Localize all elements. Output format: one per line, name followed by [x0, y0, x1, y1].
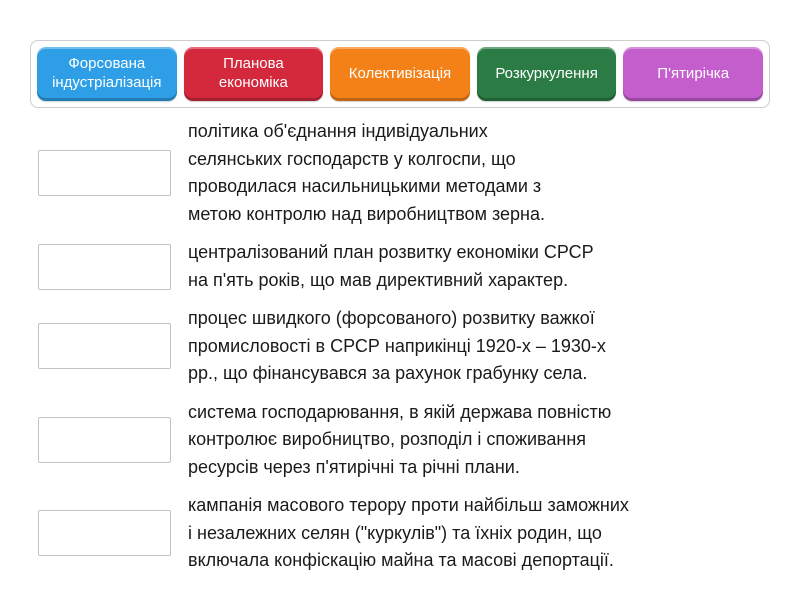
tile-planova-ekonomika[interactable]: Планова економіка	[183, 47, 324, 101]
match-row: система господарювання, в якій держава п…	[38, 399, 770, 482]
definition-text-4: система господарювання, в якій держава п…	[188, 401, 612, 477]
definition-text-3: процес швидкого (форсованого) розвитку в…	[188, 308, 606, 383]
drop-zone-5[interactable]	[38, 510, 171, 557]
match-row: процес швидкого (форсованого) розвитку в…	[38, 305, 770, 388]
definition-text-2: централізований план розвитку економіки …	[188, 242, 594, 290]
definition-text-5: кампанія масового терору проти найбільш …	[188, 495, 629, 570]
tile-piatyrichka[interactable]: П'ятирічка	[623, 47, 763, 101]
match-row: політика об'єднання індивідуальних селян…	[38, 118, 770, 228]
definition-text-1: політика об'єднання індивідуальних селян…	[188, 121, 545, 224]
tile-kolektyvizatsia[interactable]: Колективізація	[330, 47, 470, 101]
drop-zone-4[interactable]	[38, 416, 171, 463]
drop-zone-2[interactable]	[38, 243, 171, 290]
match-row: централізований план розвитку економіки …	[38, 239, 770, 294]
match-row: кампанія масового терору проти найбільш …	[38, 492, 770, 575]
tile-tray: Форсована індустріалізація Планова еконо…	[30, 40, 770, 108]
tile-forsovana-industrializatsia[interactable]: Форсована індустріалізація	[37, 47, 177, 101]
tile-rozkurkulennia[interactable]: Розкуркулення	[476, 47, 617, 101]
drop-zone-3[interactable]	[38, 323, 171, 370]
drop-zone-1[interactable]	[38, 150, 171, 196]
match-rows: політика об'єднання індивідуальних селян…	[38, 118, 770, 575]
